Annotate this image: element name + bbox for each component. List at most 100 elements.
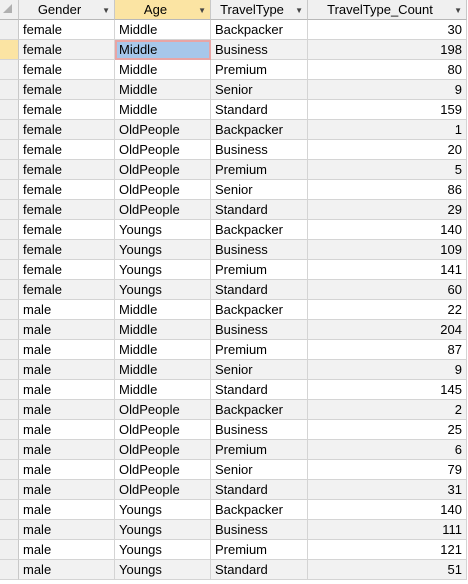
cell-gender[interactable]: female [19,260,115,280]
cell-traveltype-count[interactable]: 5 [308,160,467,180]
row-selector[interactable] [0,300,19,320]
cell-age[interactable]: Youngs [115,500,211,520]
cell-traveltype-count[interactable]: 29 [308,200,467,220]
row-selector[interactable] [0,500,19,520]
column-header-age[interactable]: Age ▼ [115,0,211,20]
cell-traveltype-count[interactable]: 9 [308,80,467,100]
cell-traveltype-count[interactable]: 198 [308,40,467,60]
dropdown-arrow-icon[interactable]: ▼ [454,6,462,15]
table-row[interactable]: male OldPeople Senior 79 [0,460,468,480]
cell-age[interactable]: Middle [115,320,211,340]
cell-age[interactable]: OldPeople [115,160,211,180]
row-selector[interactable] [0,20,19,40]
cell-traveltype[interactable]: Backpacker [211,500,308,520]
row-selector[interactable] [0,420,19,440]
table-row[interactable]: male Youngs Premium 121 [0,540,468,560]
cell-traveltype[interactable]: Premium [211,60,308,80]
table-row[interactable]: female Middle Premium 80 [0,60,468,80]
cell-gender[interactable]: male [19,320,115,340]
row-selector[interactable] [0,40,19,60]
cell-traveltype-count[interactable]: 2 [308,400,467,420]
cell-traveltype[interactable]: Backpacker [211,120,308,140]
row-selector[interactable] [0,400,19,420]
cell-age[interactable]: OldPeople [115,420,211,440]
table-row[interactable]: female OldPeople Senior 86 [0,180,468,200]
cell-gender[interactable]: female [19,240,115,260]
cell-gender[interactable]: female [19,220,115,240]
row-selector[interactable] [0,520,19,540]
cell-traveltype[interactable]: Premium [211,540,308,560]
cell-traveltype-count[interactable]: 30 [308,20,467,40]
cell-gender[interactable]: male [19,300,115,320]
cell-traveltype[interactable]: Backpacker [211,300,308,320]
cell-age[interactable]: OldPeople [115,460,211,480]
row-selector[interactable] [0,200,19,220]
cell-traveltype[interactable]: Standard [211,280,308,300]
row-selector[interactable] [0,240,19,260]
row-selector[interactable] [0,260,19,280]
row-selector[interactable] [0,220,19,240]
cell-traveltype-count[interactable]: 22 [308,300,467,320]
table-row[interactable]: male OldPeople Backpacker 2 [0,400,468,420]
table-row[interactable]: male Middle Backpacker 22 [0,300,468,320]
cell-traveltype[interactable]: Backpacker [211,400,308,420]
cell-traveltype[interactable]: Backpacker [211,20,308,40]
cell-gender[interactable]: male [19,560,115,580]
cell-traveltype[interactable]: Senior [211,360,308,380]
table-row[interactable]: male Middle Premium 87 [0,340,468,360]
cell-age[interactable]: Middle [115,380,211,400]
table-row[interactable]: male Middle Standard 145 [0,380,468,400]
cell-age[interactable]: Youngs [115,260,211,280]
table-row[interactable]: female OldPeople Backpacker 1 [0,120,468,140]
cell-traveltype[interactable]: Premium [211,260,308,280]
table-row[interactable]: male Youngs Business 111 [0,520,468,540]
table-row[interactable]: female Middle Standard 159 [0,100,468,120]
table-row[interactable]: female Middle Business 198 [0,40,468,60]
dropdown-arrow-icon[interactable]: ▼ [102,6,110,15]
cell-age[interactable]: Youngs [115,220,211,240]
cell-age[interactable]: OldPeople [115,440,211,460]
cell-traveltype[interactable]: Standard [211,200,308,220]
cell-traveltype-count[interactable]: 141 [308,260,467,280]
row-selector[interactable] [0,440,19,460]
cell-age[interactable]: Middle [115,300,211,320]
cell-traveltype-count[interactable]: 109 [308,240,467,260]
cell-gender[interactable]: female [19,140,115,160]
cell-age[interactable]: OldPeople [115,120,211,140]
cell-traveltype-count[interactable]: 80 [308,60,467,80]
table-row[interactable]: male OldPeople Business 25 [0,420,468,440]
column-header-gender[interactable]: Gender ▼ [19,0,115,20]
cell-traveltype-count[interactable]: 9 [308,360,467,380]
cell-traveltype-count[interactable]: 51 [308,560,467,580]
cell-traveltype-count[interactable]: 6 [308,440,467,460]
cell-age[interactable]: Youngs [115,540,211,560]
row-selector[interactable] [0,100,19,120]
cell-gender[interactable]: female [19,180,115,200]
row-selector[interactable] [0,60,19,80]
cell-traveltype[interactable]: Backpacker [211,220,308,240]
cell-gender[interactable]: female [19,100,115,120]
cell-age[interactable]: Youngs [115,240,211,260]
cell-gender[interactable]: female [19,200,115,220]
table-row[interactable]: female Youngs Standard 60 [0,280,468,300]
cell-traveltype[interactable]: Business [211,240,308,260]
cell-traveltype-count[interactable]: 79 [308,460,467,480]
cell-gender[interactable]: male [19,360,115,380]
cell-age[interactable]: OldPeople [115,480,211,500]
column-header-traveltype[interactable]: TravelType ▼ [211,0,308,20]
cell-age[interactable]: Youngs [115,560,211,580]
cell-traveltype-count[interactable]: 1 [308,120,467,140]
cell-age[interactable]: Middle [115,80,211,100]
cell-gender[interactable]: male [19,480,115,500]
table-row[interactable]: male OldPeople Premium 6 [0,440,468,460]
row-selector[interactable] [0,460,19,480]
table-row[interactable]: male Middle Business 204 [0,320,468,340]
cell-gender[interactable]: female [19,280,115,300]
table-row[interactable]: male OldPeople Standard 31 [0,480,468,500]
cell-traveltype[interactable]: Business [211,320,308,340]
cell-gender[interactable]: female [19,80,115,100]
cell-age[interactable]: Middle [115,60,211,80]
cell-traveltype-count[interactable]: 20 [308,140,467,160]
cell-gender[interactable]: male [19,520,115,540]
cell-traveltype[interactable]: Standard [211,100,308,120]
